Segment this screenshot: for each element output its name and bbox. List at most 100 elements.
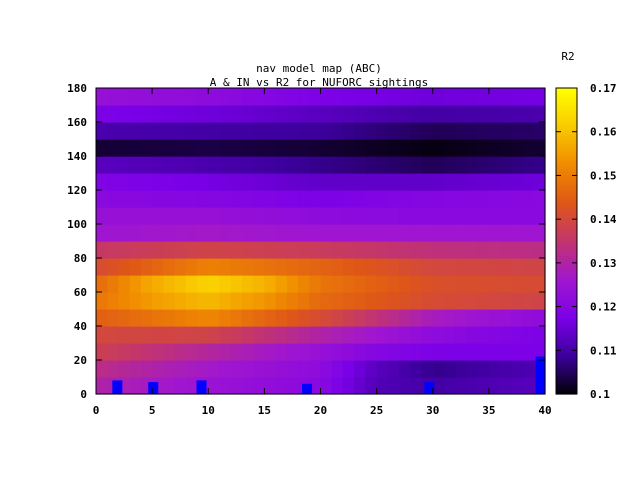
colorbar-segment xyxy=(556,348,577,352)
heatmap-cell xyxy=(488,224,501,242)
colorbar-segment xyxy=(556,246,577,250)
x-tick-label: 30 xyxy=(426,404,439,417)
heatmap-cell xyxy=(253,309,265,327)
heatmap-cell xyxy=(511,173,524,191)
heatmap-cell xyxy=(533,122,546,140)
heatmap-cell xyxy=(533,207,546,225)
heatmap-cell xyxy=(197,190,209,208)
heatmap-cell xyxy=(365,173,378,191)
heatmap-cell xyxy=(208,258,221,276)
heatmap-cell xyxy=(455,105,468,123)
heatmap-cell xyxy=(107,156,120,174)
heatmap-cell xyxy=(488,377,501,395)
heatmap-cell xyxy=(477,360,490,378)
heatmap-cell xyxy=(275,173,288,191)
heatmap-cell xyxy=(500,309,512,327)
heatmap-cell xyxy=(96,292,108,310)
colorbar-segment xyxy=(556,151,577,155)
heatmap-cell xyxy=(309,88,322,106)
heatmap-cell xyxy=(118,190,131,208)
heatmap-cell xyxy=(219,343,232,361)
heatmap-cell xyxy=(241,207,254,225)
x-tick-label: 5 xyxy=(149,404,156,417)
heatmap-cell xyxy=(320,360,333,378)
heatmap-cell xyxy=(96,343,108,361)
colorbar-segment xyxy=(556,314,577,319)
heatmap-cell xyxy=(331,173,344,191)
heatmap-cell xyxy=(488,105,501,123)
heatmap-cell xyxy=(331,224,344,242)
heatmap-cell xyxy=(488,241,501,259)
heatmap-cell xyxy=(421,122,434,140)
heatmap-cell xyxy=(241,105,254,123)
heatmap-cell xyxy=(107,224,120,242)
colorbar-segment xyxy=(556,253,577,257)
heatmap-cell xyxy=(264,241,277,259)
heatmap-cell xyxy=(96,105,108,123)
colorbar-label: R2 xyxy=(561,50,574,63)
heatmap-cell xyxy=(533,139,546,157)
heatmap-cell xyxy=(174,292,187,310)
heatmap-cell xyxy=(230,275,243,293)
heatmap-cell xyxy=(455,326,468,344)
heatmap-cell xyxy=(466,360,479,378)
heatmap-cell xyxy=(331,105,344,123)
heatmap-cell xyxy=(107,326,120,344)
heatmap-cell xyxy=(230,105,243,123)
heatmap-cell xyxy=(197,292,209,310)
heatmap-cell xyxy=(432,377,445,395)
colorbar-segment xyxy=(556,131,577,135)
heatmap-cell xyxy=(477,173,490,191)
colorbar-segment xyxy=(556,325,577,329)
heatmap-cell xyxy=(522,241,535,259)
heatmap-cell xyxy=(399,139,411,157)
colorbar-segment xyxy=(556,368,577,372)
heatmap-cell xyxy=(410,292,423,310)
y-tick-label: 120 xyxy=(67,184,87,197)
heatmap-cell xyxy=(107,88,120,106)
heatmap-cell xyxy=(354,326,366,344)
heatmap-cell xyxy=(208,241,221,259)
heatmap-cell xyxy=(432,258,445,276)
heatmap-cell xyxy=(365,224,378,242)
colorbar-segment xyxy=(556,243,577,247)
heatmap-cell xyxy=(399,241,411,259)
colorbar-segment xyxy=(556,128,577,132)
heatmap-cell xyxy=(309,139,322,157)
heatmap-cell xyxy=(96,258,108,276)
colorbar-segment xyxy=(556,230,577,234)
heatmap-cell xyxy=(410,309,423,327)
colorbar-tick-label: 0.13 xyxy=(590,257,617,270)
heatmap-cell xyxy=(354,173,366,191)
heatmap-cell xyxy=(230,343,243,361)
heatmap-cell xyxy=(443,190,456,208)
heatmap-cell xyxy=(107,292,120,310)
y-tick-label: 40 xyxy=(74,320,87,333)
heatmap-cell xyxy=(376,207,389,225)
heatmap-cell xyxy=(399,88,411,106)
heatmap-cell xyxy=(230,360,243,378)
colorbar-segment xyxy=(556,365,577,370)
heatmap-cell xyxy=(219,207,232,225)
colorbar-segment xyxy=(556,225,577,229)
heatmap-cell xyxy=(365,122,378,140)
heatmap-cell xyxy=(354,139,366,157)
heatmap-cell xyxy=(342,241,355,259)
heatmap-cell xyxy=(432,241,445,259)
heatmap-cell xyxy=(466,343,479,361)
heatmap-cell xyxy=(241,173,254,191)
heatmap-cell xyxy=(275,275,288,293)
heatmap-cell xyxy=(399,190,411,208)
heatmap-cell xyxy=(185,258,198,276)
colorbar-segment xyxy=(556,190,577,194)
heatmap-cell xyxy=(219,258,232,276)
heatmap-cell xyxy=(230,241,243,259)
colorbar-segment xyxy=(556,383,577,387)
heatmap-cell xyxy=(174,309,187,327)
heatmap-cell xyxy=(275,190,288,208)
heatmap-cell xyxy=(129,360,142,378)
x-tick-label: 35 xyxy=(482,404,495,417)
heatmap-cell xyxy=(309,207,322,225)
heatmap-cell xyxy=(264,105,277,123)
heatmap-cell xyxy=(522,88,535,106)
